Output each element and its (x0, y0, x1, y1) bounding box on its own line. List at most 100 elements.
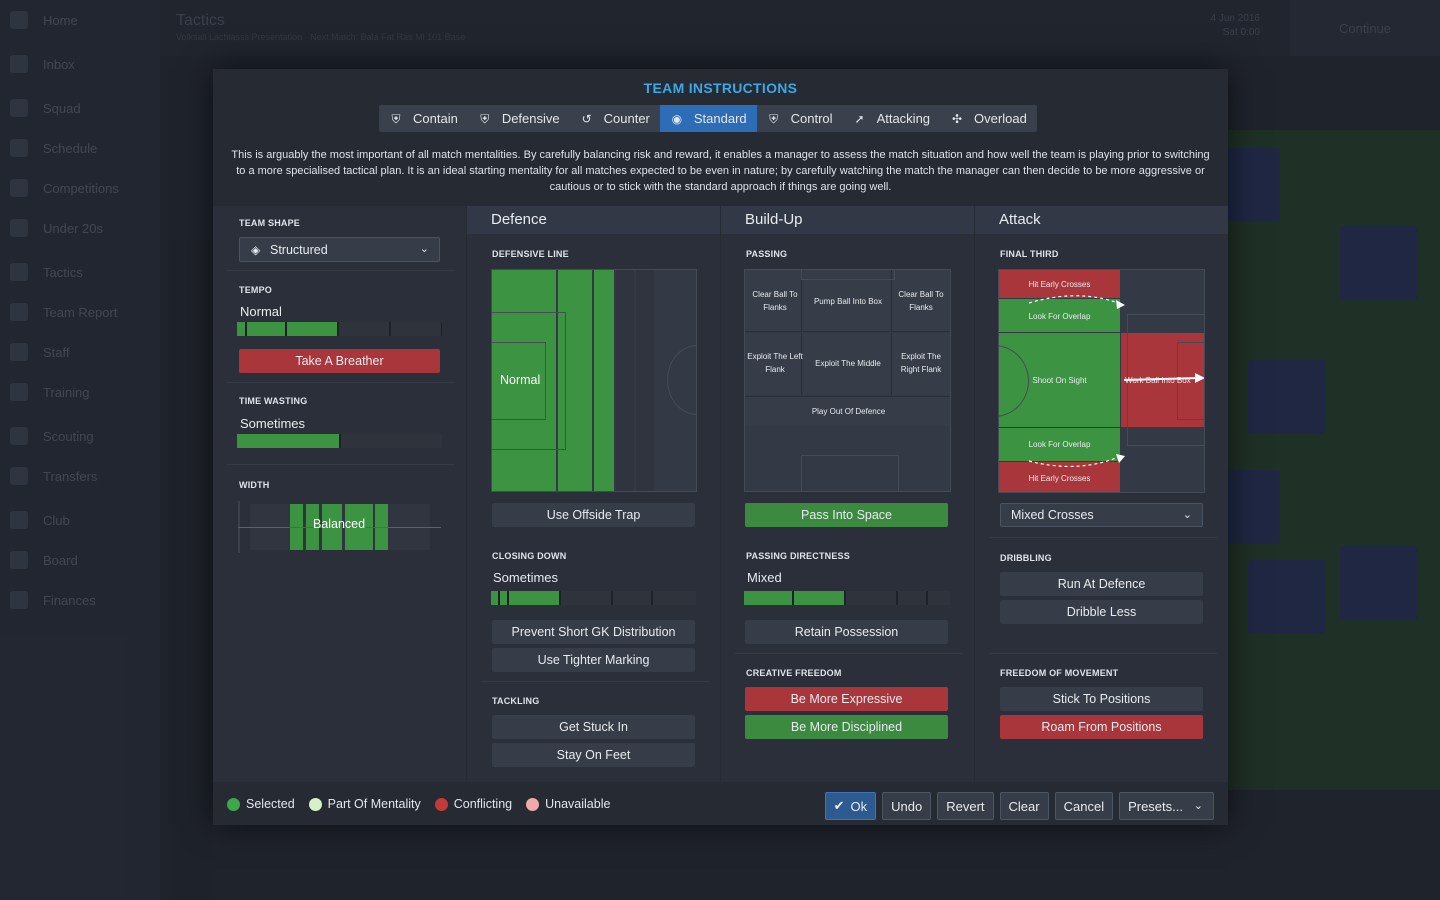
zone-bg-green (999, 299, 1120, 332)
use-tighter-marking-button[interactable]: Use Tighter Marking (492, 648, 695, 672)
divider (989, 537, 1217, 538)
zone-hit-early-crosses-top[interactable]: Hit Early Crosses (1028, 279, 1091, 289)
stay-on-feet-button[interactable]: Stay On Feet (492, 743, 695, 767)
get-stuck-in-button[interactable]: Get Stuck In (492, 715, 695, 739)
sidebar-item-tactics[interactable]: Tactics (0, 252, 160, 292)
zone-clear-right[interactable]: Clear Ball To Flanks (898, 290, 944, 312)
legend-selected: Selected (227, 797, 295, 811)
search-icon (10, 427, 28, 445)
defensive-line-pitch[interactable]: Normal (491, 269, 697, 492)
sidebar-item-schedule[interactable]: Schedule (0, 128, 160, 168)
sidebar-item-transfers[interactable]: Transfers (0, 456, 160, 496)
zone-exploit-left[interactable]: Exploit The Left Flank (747, 352, 803, 374)
revert-button[interactable]: Revert (937, 792, 994, 820)
team-shape-dropdown[interactable]: ◈ Structured ⌄ (239, 237, 440, 262)
tab-defensive[interactable]: ⛨ Defensive (468, 105, 570, 132)
tab-control[interactable]: ⛨ Control (757, 105, 843, 132)
zone-play-out[interactable]: Play Out Of Defence (811, 406, 886, 416)
calendar-icon (10, 139, 28, 157)
home-icon (10, 11, 28, 29)
player-card (1228, 470, 1280, 544)
tempo-segment (247, 322, 285, 336)
sidebar-item-under-20s[interactable]: Under 20s (0, 208, 160, 248)
divider (735, 653, 963, 654)
youth-icon (10, 219, 28, 237)
passing-zone-bg (803, 270, 890, 332)
sidebar-item-finances[interactable]: Finances (0, 580, 160, 620)
tempo-bar[interactable] (237, 322, 442, 336)
sidebar-item-squad[interactable]: Squad (0, 88, 160, 128)
prevent-short-gk-distribution-button[interactable]: Prevent Short GK Distribution (492, 620, 695, 644)
passing-pitch[interactable]: Clear Ball To Flanks Pump Ball Into Box … (744, 269, 951, 492)
closing-down-segment (509, 591, 559, 605)
sidebar-item-competitions[interactable]: Competitions (0, 168, 160, 208)
shield-icon: ⛨ (391, 111, 401, 126)
zone-exploit-right[interactable]: Exploit The Right Flank (900, 352, 942, 374)
zone-bg-red (999, 462, 1120, 492)
sidebar-item-staff[interactable]: Staff (0, 332, 160, 372)
tempo-value: Normal (240, 304, 282, 319)
zone-exploit-middle[interactable]: Exploit The Middle (815, 358, 881, 368)
ok-button[interactable]: ✔ Ok (824, 792, 877, 820)
roam-from-positions-button[interactable]: Roam From Positions (1000, 715, 1203, 739)
width-slider[interactable]: Balanced (238, 501, 441, 553)
tab-counter[interactable]: ↺ Counter (581, 111, 650, 126)
tab-attacking[interactable]: ➚ Attacking (854, 111, 931, 126)
tempo-label: TEMPO (239, 285, 273, 295)
crossing-dropdown[interactable]: Mixed Crosses ⌄ (1000, 503, 1203, 527)
retain-possession-button[interactable]: Retain Possession (745, 620, 948, 644)
run-arrows (1028, 295, 1204, 468)
undo-button[interactable]: Undo (882, 792, 932, 820)
dribble-less-button[interactable]: Dribble Less (1000, 600, 1203, 624)
passing-zone-bg (891, 333, 950, 395)
sidebar-item-team-report[interactable]: Team Report (0, 292, 160, 332)
sidebar-item-home[interactable]: Home (0, 0, 160, 40)
legend-part-of-mentality: Part Of Mentality (308, 797, 421, 811)
use-offside-trap-button[interactable]: Use Offside Trap (492, 503, 695, 527)
zone-clear-left[interactable]: Clear Ball To Flanks (752, 290, 798, 312)
counter-icon: ↺ (581, 111, 592, 126)
be-more-disciplined-button[interactable]: Be More Disciplined (745, 715, 948, 739)
take-a-breather-button[interactable]: Take A Breather (239, 349, 440, 373)
team-instructions-dialog: TEAM INSTRUCTIONS ⛨ Contain ⛨ Defensive ↺ C… (213, 69, 1228, 825)
zone-hit-early-crosses-bottom[interactable]: Hit Early Crosses (1028, 473, 1091, 483)
divider (227, 382, 455, 383)
sidebar-item-club[interactable]: Club (0, 500, 160, 540)
tab-standard[interactable]: ◉ Standard (659, 105, 757, 132)
zone-work-ball-into-box[interactable]: Work Ball Into Box (1125, 375, 1191, 385)
directness-segment (898, 591, 926, 605)
six-yard-box (492, 342, 546, 420)
zone-look-for-overlap-bottom[interactable]: Look For Overlap (1028, 439, 1091, 449)
stick-to-positions-button[interactable]: Stick To Positions (1000, 687, 1203, 711)
tab-overload[interactable]: ✣ Overload (952, 111, 1027, 126)
closing-down-bar[interactable] (491, 591, 696, 605)
tab-contain[interactable]: ⛨ Contain (379, 105, 468, 132)
sidebar-item-training[interactable]: Training (0, 372, 160, 412)
cancel-button[interactable]: Cancel (1054, 792, 1114, 820)
passing-directness-bar[interactable] (744, 591, 950, 605)
zone-bg-red (999, 270, 1120, 298)
mentality-tabs: ⛨ Contain ⛨ Defensive ↺ Counter ◉ Standard ⛨… (379, 105, 1037, 132)
pass-into-space-button[interactable]: Pass Into Space (745, 503, 948, 527)
zone-look-for-overlap-top[interactable]: Look For Overlap (1028, 311, 1091, 321)
tackling-label: TACKLING (492, 696, 540, 706)
zone-pump-box[interactable]: Pump Ball Into Box (813, 296, 883, 306)
page-subtitle: Volksall Lachlasss Presentation · Next M… (176, 32, 466, 42)
final-third-pitch[interactable]: Hit Early Crosses Look For Overlap Shoot… (998, 269, 1205, 493)
zone-shoot-on-sight[interactable]: Shoot On Sight (1032, 375, 1087, 385)
time-wasting-empty (341, 434, 442, 448)
legend-conflicting: Conflicting (434, 797, 512, 811)
continue-button[interactable]: Continue (1290, 0, 1440, 56)
clear-button[interactable]: Clear (999, 792, 1049, 820)
sidebar-item-inbox[interactable]: Inbox (0, 44, 160, 84)
time-wasting-bar[interactable] (237, 434, 442, 448)
presets-dropdown[interactable]: Presets... ⌄ (1119, 792, 1214, 820)
player-card (1340, 546, 1418, 620)
sidebar-item-board[interactable]: Board (0, 540, 160, 580)
standard-icon: ◉ (671, 111, 683, 126)
be-more-expressive-button[interactable]: Be More Expressive (745, 687, 948, 711)
closing-down-segment (561, 591, 611, 605)
run-at-defence-button[interactable]: Run At Defence (1000, 572, 1203, 596)
sidebar-item-scouting[interactable]: Scouting (0, 416, 160, 456)
selected-dot (227, 797, 240, 811)
